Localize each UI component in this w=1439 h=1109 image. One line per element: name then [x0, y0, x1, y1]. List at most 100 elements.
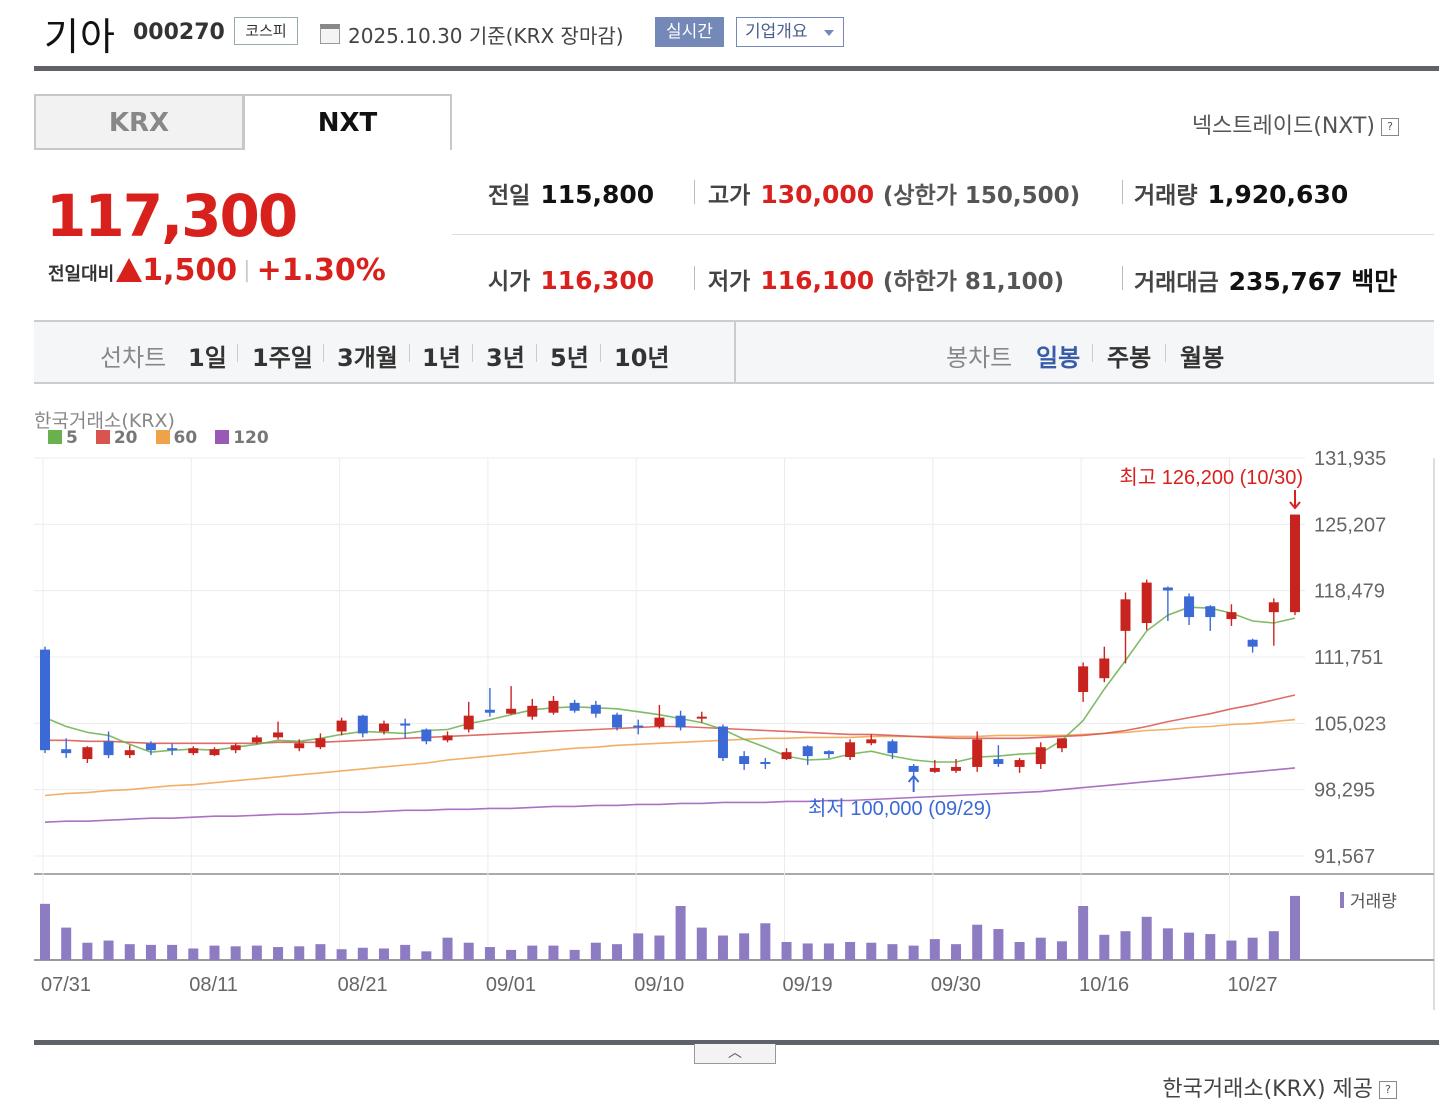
change-label: 전일대비	[48, 264, 115, 285]
volume-bar	[82, 942, 93, 960]
period-1w[interactable]: 1주일	[252, 344, 313, 372]
candle-body	[569, 702, 580, 711]
change-percent: +1.30%	[256, 253, 386, 288]
x-tick-label: 10/27	[1227, 974, 1277, 996]
volume-bar	[802, 943, 813, 960]
volume-bar	[1120, 931, 1131, 960]
company-overview-label: 기업개요	[745, 22, 808, 42]
volume-bar	[845, 942, 856, 960]
legend-swatch	[215, 430, 230, 444]
divider	[734, 322, 736, 382]
legend-item: 5	[48, 428, 78, 448]
stats-divider	[452, 234, 1434, 235]
realtime-button[interactable]: 실시간	[655, 17, 724, 47]
candle-monthly[interactable]: 월봉	[1180, 344, 1225, 372]
volume-bar	[781, 942, 792, 960]
volume-bar	[1141, 916, 1152, 960]
divider	[600, 344, 601, 362]
volume-bar	[527, 945, 538, 960]
candle-body	[823, 751, 834, 755]
candle-weekly[interactable]: 주봉	[1107, 344, 1152, 372]
candle-body	[781, 752, 792, 760]
nextrade-label: 넥스트레이드(NXT)	[1191, 114, 1375, 139]
volume-bar	[315, 944, 326, 960]
candle-body	[654, 717, 665, 727]
volume-bar	[696, 927, 707, 960]
volume-bar	[251, 945, 262, 960]
volume-bar	[167, 944, 178, 960]
legend-swatch	[48, 430, 62, 444]
help-icon[interactable]: ?	[1381, 118, 1399, 136]
candle-daily[interactable]: 일봉	[1036, 344, 1081, 372]
volume-bar	[1035, 937, 1046, 960]
y-tick-label: 118,479	[1314, 581, 1385, 603]
volume-bar	[442, 937, 453, 960]
collapse-button[interactable]: ︿	[694, 1044, 776, 1064]
bottom-divider	[34, 1040, 1439, 1045]
period-3m[interactable]: 3개월	[337, 344, 398, 372]
chart-source: 한국거래소(KRX)	[34, 410, 175, 432]
help-icon[interactable]: ?	[1379, 1081, 1397, 1099]
open-value: 116,300	[540, 266, 655, 295]
period-1d[interactable]: 1일	[188, 344, 227, 372]
candle-body	[463, 715, 474, 730]
volume-bar	[1290, 895, 1300, 960]
market-badge: 코스피	[234, 17, 298, 45]
volume-bar	[336, 949, 347, 960]
y-tick-label: 111,751	[1314, 647, 1383, 669]
candle-body	[336, 720, 347, 732]
candle-body	[929, 767, 940, 772]
divider	[694, 266, 695, 290]
volume-bar	[675, 906, 686, 960]
x-tick-label: 08/21	[338, 974, 388, 996]
volume-bar	[103, 940, 114, 960]
candle-body	[548, 700, 559, 713]
candle-body	[1290, 514, 1300, 613]
candle-body	[866, 739, 877, 744]
company-overview-dropdown[interactable]: 기업개요	[736, 17, 844, 47]
divider	[323, 344, 324, 362]
candle-body	[1162, 587, 1173, 591]
candle-body	[760, 762, 771, 765]
data-provider: 한국거래소(KRX) 제공?	[1162, 1071, 1397, 1103]
low-value: 116,100	[760, 266, 875, 295]
ma20-line	[45, 694, 1296, 745]
period-3y[interactable]: 3년	[486, 344, 525, 372]
volume-bar	[1247, 937, 1258, 960]
upper-limit: (상한가 150,500)	[882, 183, 1081, 209]
x-tick-label: 09/01	[486, 974, 536, 996]
volume-bar	[188, 948, 199, 960]
period-5y[interactable]: 5년	[550, 344, 589, 372]
candle-body	[1078, 666, 1089, 693]
volume-bar	[569, 949, 580, 960]
candle-body	[251, 737, 262, 743]
low-label: 저가	[708, 269, 751, 295]
tab-krx[interactable]: KRX	[34, 94, 244, 150]
candle-body	[1035, 747, 1046, 764]
high-label: 고가	[708, 183, 751, 209]
price-chart[interactable]: 131,935 125,207 118,479 111,751 105,023 98,29…	[0, 440, 1439, 1010]
candle-body	[209, 749, 220, 756]
volume-label: 거래량	[1134, 183, 1198, 209]
volume-bar	[887, 944, 898, 960]
candle-body	[506, 708, 517, 714]
max-price-annotation: 최고 126,200 (10/30)	[1119, 466, 1303, 489]
legend-swatch	[155, 430, 170, 444]
divider	[1122, 180, 1123, 204]
x-tick-label: 07/31	[41, 974, 91, 996]
ma120-line	[44, 767, 1296, 823]
period-10y[interactable]: 10년	[614, 344, 670, 372]
volume-bar	[612, 944, 623, 960]
ma5-line	[44, 606, 1296, 763]
candle-body	[590, 704, 601, 714]
period-1y[interactable]: 1년	[422, 344, 461, 372]
nextrade-link[interactable]: 넥스트레이드(NXT)?	[1192, 108, 1399, 140]
stat-low: 저가 116,100 (하한가 81,100)	[708, 262, 1064, 296]
volume-bar	[1184, 932, 1195, 960]
candle-body	[612, 714, 623, 728]
candle-body	[294, 743, 305, 749]
tab-nxt[interactable]: NXT	[243, 94, 452, 150]
x-tick-label: 10/16	[1079, 974, 1129, 996]
legend-label: 20	[113, 428, 138, 448]
candle-chart-label: 봉차트	[946, 344, 1013, 372]
